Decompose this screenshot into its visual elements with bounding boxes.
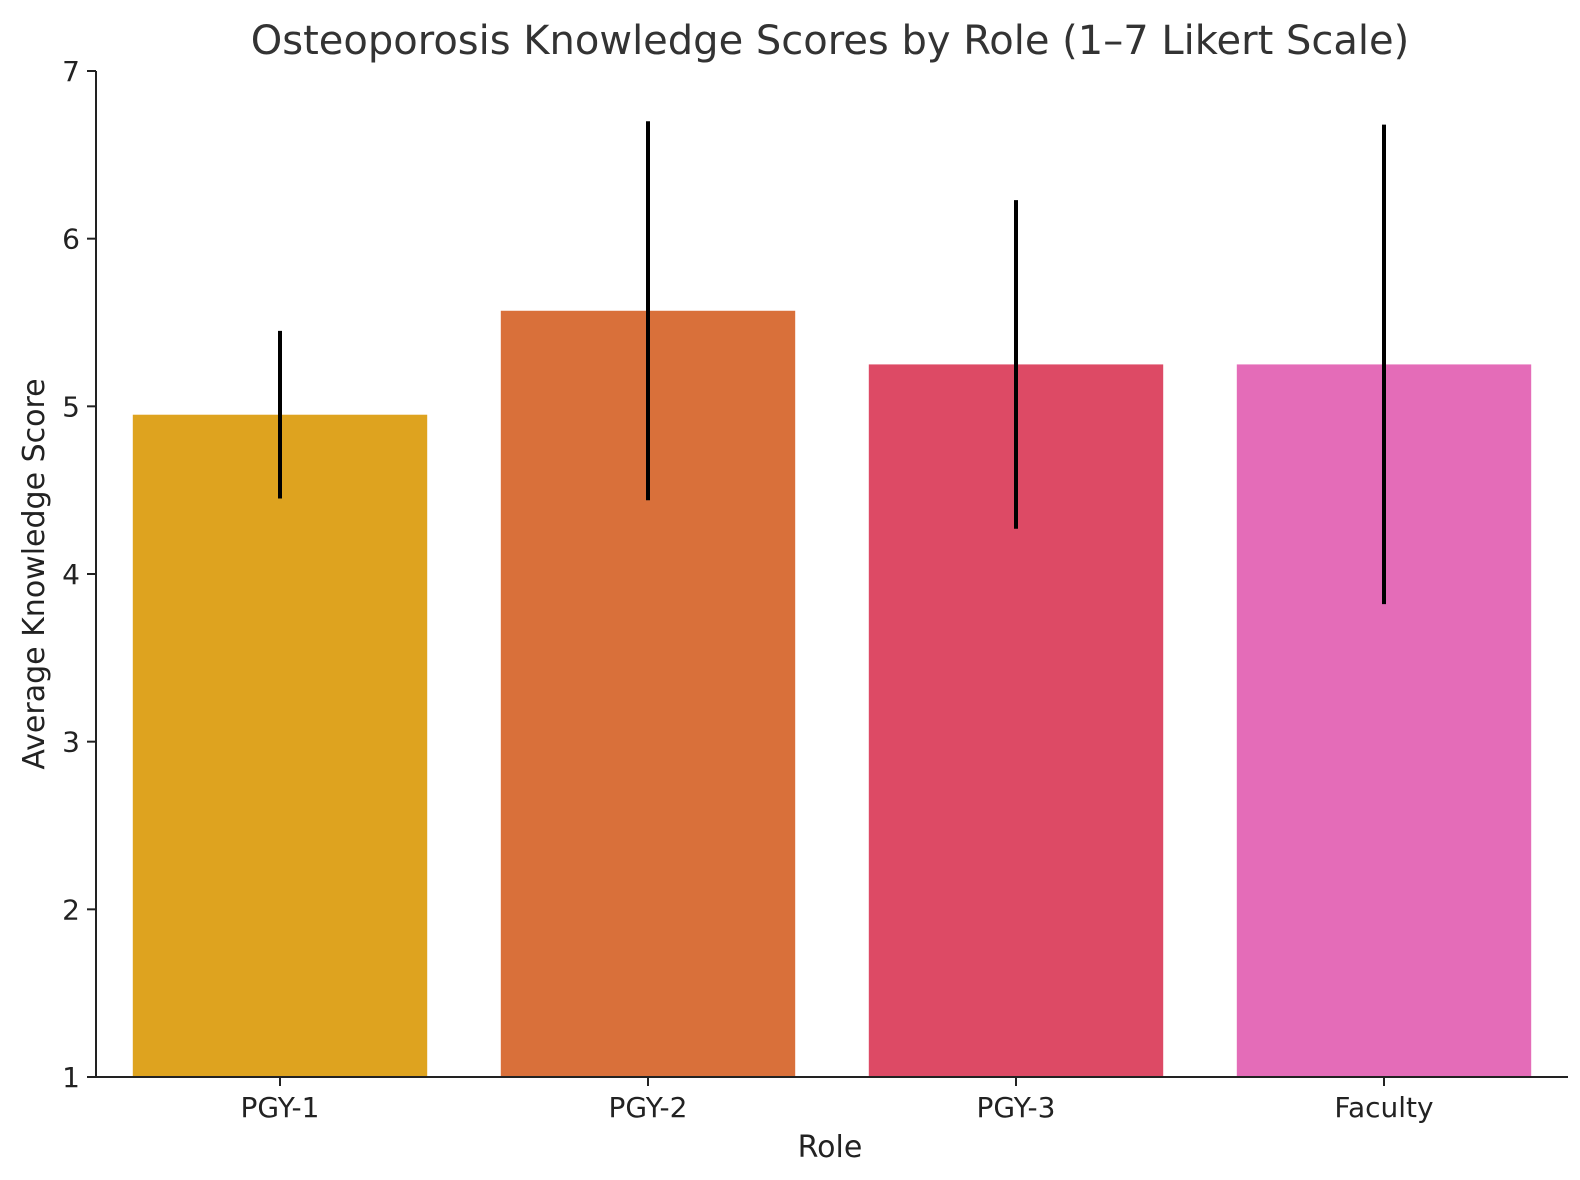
error-bars-group (278, 121, 1386, 605)
bar-pgy-1 (132, 414, 428, 1077)
x-axis-label: Role (798, 1130, 863, 1165)
x-tick-label: PGY-2 (609, 1091, 688, 1124)
x-tick-label: PGY-1 (241, 1091, 320, 1124)
y-tick-label: 6 (62, 223, 80, 256)
y-tick-label: 1 (62, 1061, 80, 1094)
chart-title: Osteoporosis Knowledge Scores by Role (1… (251, 18, 1409, 64)
bars-group (132, 310, 1532, 1078)
y-tick-label: 4 (62, 558, 80, 591)
x-tick-label: Faculty (1334, 1091, 1433, 1124)
y-axis-label: Average Knowledge Score (17, 378, 52, 769)
x-ticks-group: PGY-1 PGY-2 PGY-3 Faculty (241, 1077, 1434, 1124)
y-tick-label: 7 (62, 55, 80, 88)
y-ticks-group: 1 2 3 4 5 6 7 (62, 55, 96, 1094)
y-tick-label: 3 (62, 726, 80, 759)
y-tick-label: 5 (62, 390, 80, 423)
y-tick-label: 2 (62, 893, 80, 926)
x-tick-label: PGY-3 (977, 1091, 1056, 1124)
